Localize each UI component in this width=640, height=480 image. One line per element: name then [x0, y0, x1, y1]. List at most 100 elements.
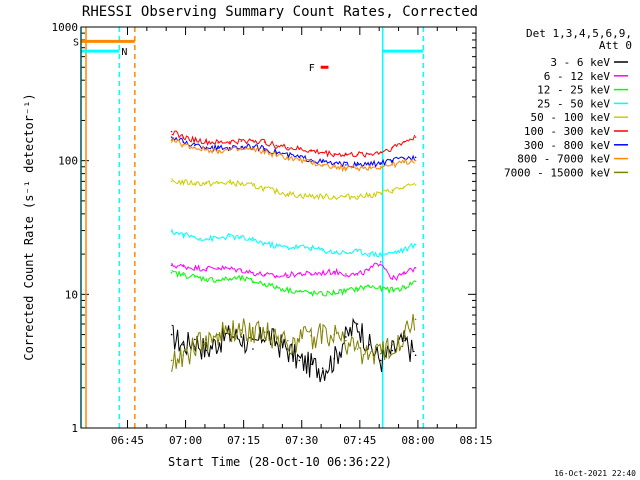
- data-point: [368, 153, 370, 155]
- legend-entry-label: 6 - 12 keV: [544, 70, 611, 83]
- data-point: [170, 180, 173, 183]
- series-25_50keV: [170, 228, 417, 258]
- data-point: [345, 336, 347, 338]
- y-axis-label: Corrected Count Rate (s⁻¹ detector⁻¹): [22, 93, 36, 360]
- data-point: [356, 167, 359, 169]
- x-tick-label: 08:15: [459, 434, 492, 447]
- data-point: [321, 164, 324, 166]
- data-point: [240, 140, 243, 142]
- data-point: [368, 194, 370, 197]
- data-point: [298, 245, 301, 248]
- data-point: [391, 278, 394, 280]
- data-point: [414, 136, 417, 138]
- y-tick-label: 1: [71, 422, 78, 435]
- data-point: [310, 158, 312, 161]
- data-point: [205, 238, 208, 240]
- data-point: [310, 161, 312, 164]
- data-point: [286, 154, 289, 156]
- x-tick-label: 07:15: [227, 434, 260, 447]
- data-point: [263, 150, 266, 153]
- data-point: [170, 271, 173, 274]
- data-point: [391, 159, 394, 162]
- data-point: [275, 144, 277, 147]
- data-point: [275, 336, 277, 338]
- legend-title-line: Att 0: [599, 39, 632, 52]
- data-point: [333, 165, 336, 168]
- data-point: [321, 293, 324, 296]
- data-point: [240, 277, 243, 280]
- data-point: [356, 274, 359, 276]
- series-800_7000keV: [170, 137, 417, 173]
- data-point: [298, 272, 301, 275]
- series-line: [171, 228, 416, 258]
- data-point: [286, 193, 289, 195]
- series-line: [171, 313, 416, 372]
- data-point: [345, 195, 347, 198]
- data-point: [217, 279, 219, 281]
- data-point: [310, 334, 312, 337]
- data-point: [228, 149, 231, 151]
- legend-entry-label: 800 - 7000 keV: [517, 153, 610, 166]
- data-point: [368, 285, 370, 288]
- data-point: [403, 157, 405, 160]
- y-tick-label: 100: [58, 155, 78, 168]
- flag-label: N: [121, 47, 127, 58]
- data-point: [217, 333, 219, 336]
- data-point: [170, 359, 173, 362]
- data-point: [205, 349, 208, 352]
- data-point: [275, 286, 277, 289]
- data-point: [240, 148, 243, 151]
- data-point: [275, 275, 277, 278]
- data-point: [205, 146, 208, 149]
- data-point: [298, 290, 301, 293]
- data-point: [333, 270, 336, 273]
- data-point: [379, 165, 382, 168]
- data-point: [379, 359, 382, 362]
- x-tick-label: 07:30: [285, 434, 318, 447]
- data-point: [217, 149, 219, 152]
- data-point: [345, 164, 347, 166]
- series-line: [171, 137, 415, 173]
- data-point: [275, 245, 277, 247]
- data-point: [310, 150, 312, 152]
- data-point: [263, 242, 266, 244]
- data-point: [391, 251, 394, 254]
- data-point: [321, 161, 324, 163]
- data-point: [205, 148, 208, 151]
- legend-entry-label: 100 - 300 keV: [524, 125, 610, 138]
- data-point: [228, 141, 231, 143]
- plot-area: 1 10 100 1000 06:45 07:00 07:15 07:30 07:45 08:00…: [52, 21, 493, 447]
- data-point: [240, 329, 243, 331]
- data-point: [228, 181, 231, 184]
- data-point: [252, 327, 254, 329]
- data-point: [321, 195, 324, 198]
- data-point: [368, 269, 370, 271]
- series-line: [171, 317, 415, 383]
- data-point: [263, 274, 266, 276]
- data-point: [252, 239, 254, 242]
- data-point: [205, 182, 208, 185]
- x-tick-label: 06:45: [111, 434, 144, 447]
- data-point: [333, 153, 336, 155]
- data-point: [403, 333, 405, 336]
- data-point: [414, 354, 417, 357]
- data-point: [194, 338, 196, 341]
- data-point: [356, 323, 359, 325]
- x-tick-label: 08:00: [401, 434, 434, 447]
- data-point: [228, 268, 231, 270]
- data-point: [228, 146, 231, 149]
- data-point: [286, 246, 289, 249]
- data-point: [286, 157, 289, 159]
- data-point: [275, 341, 277, 343]
- legend-entry-label: 3 - 6 keV: [550, 56, 610, 69]
- plot-frame: [80, 26, 477, 429]
- data-point: [414, 280, 417, 283]
- data-point: [298, 156, 301, 159]
- data-point: [345, 167, 347, 169]
- data-point: [298, 148, 301, 150]
- data-point: [391, 349, 394, 352]
- data-point: [379, 162, 382, 164]
- data-point: [391, 146, 394, 149]
- data-point: [298, 194, 301, 197]
